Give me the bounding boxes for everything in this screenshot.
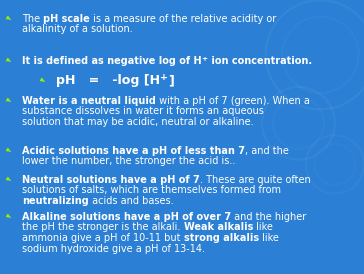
Text: solution that may be acidic, neutral or alkaline.: solution that may be acidic, neutral or …: [22, 117, 254, 127]
Text: like: like: [259, 233, 278, 243]
Text: Weak alkalis: Weak alkalis: [183, 222, 253, 233]
Text: strong alkalis: strong alkalis: [183, 233, 259, 243]
Text: pH   =   -log [H: pH = -log [H: [56, 74, 160, 87]
Text: . These are quite often: . These are quite often: [200, 175, 310, 185]
Text: substance dissolves in water it forms an aqueous: substance dissolves in water it forms an…: [22, 107, 264, 116]
Text: It is defined as negative log of H: It is defined as negative log of H: [22, 56, 202, 66]
Text: +: +: [160, 73, 168, 82]
Text: acids and bases.: acids and bases.: [89, 196, 173, 206]
Text: Alkaline solutions have a pH of over 7: Alkaline solutions have a pH of over 7: [22, 212, 231, 222]
Text: ammonia give a pH of 10-11 but: ammonia give a pH of 10-11 but: [22, 233, 183, 243]
Text: and the higher: and the higher: [231, 212, 306, 222]
Text: The: The: [22, 14, 43, 24]
Text: Neutral solutions have a pH of 7: Neutral solutions have a pH of 7: [22, 175, 200, 185]
Text: Acidic solutions have a pH of less than 7: Acidic solutions have a pH of less than …: [22, 146, 245, 156]
Text: solutions of salts, which are themselves formed from: solutions of salts, which are themselves…: [22, 185, 281, 196]
Text: alkalinity of a solution.: alkalinity of a solution.: [22, 24, 133, 35]
Text: pH scale: pH scale: [43, 14, 90, 24]
Text: the pH the stronger is the alkali.: the pH the stronger is the alkali.: [22, 222, 183, 233]
Text: , and the: , and the: [245, 146, 289, 156]
Text: +: +: [202, 56, 208, 62]
Text: Water is a neutral liquid: Water is a neutral liquid: [22, 96, 156, 106]
Text: with a pH of 7 (green). When a: with a pH of 7 (green). When a: [156, 96, 310, 106]
Text: sodium hydroxide give a pH of 13-14.: sodium hydroxide give a pH of 13-14.: [22, 244, 205, 253]
Text: ion concentration.: ion concentration.: [208, 56, 312, 66]
Text: ]: ]: [168, 74, 174, 87]
Text: is a measure of the relative acidity or: is a measure of the relative acidity or: [90, 14, 276, 24]
Text: neutralizing: neutralizing: [22, 196, 89, 206]
Text: like: like: [253, 222, 273, 233]
Text: lower the number, the stronger the acid is..: lower the number, the stronger the acid …: [22, 156, 236, 167]
